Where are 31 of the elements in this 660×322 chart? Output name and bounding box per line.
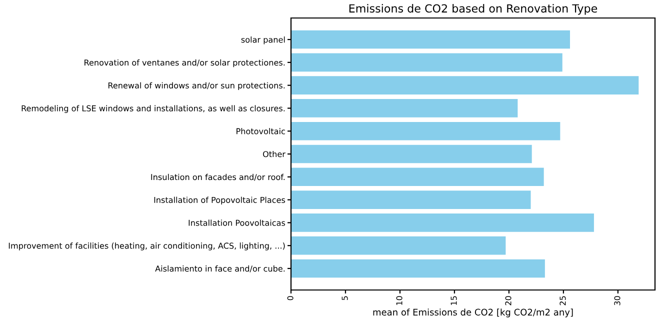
y-tick-label: Renovation of ventanes and/or solar protectiones. — [84, 59, 285, 68]
y-tick-label: Photovoltaic — [236, 128, 285, 134]
x-tick-label: 5 — [342, 296, 348, 300]
y-tick-label: Other — [263, 150, 286, 158]
y-tick-label: Remodeling of LSE windows and installations, as well as closures. — [22, 105, 285, 113]
y-tick-label: Installation Poovoltaicas — [188, 220, 286, 226]
y-tick-label: Improvement of facilities (heating, air conditioning, ACS, lighting, ...) — [8, 242, 285, 250]
y-tick-label: Insulation on facades and/or roof. — [151, 174, 285, 181]
y-tick-label: Renewal of windows and/or sun protections. — [108, 82, 285, 90]
x-tick-label: 25 — [560, 296, 566, 306]
bar — [291, 30, 570, 49]
bar — [291, 99, 518, 118]
x-tick-label: 10 — [396, 296, 402, 305]
bar — [291, 259, 545, 278]
bar — [291, 168, 544, 186]
bar — [291, 144, 532, 164]
y-tick-label: solar panel — [241, 36, 285, 44]
bar — [291, 53, 562, 72]
y-tick-label: Installation of Popovoltaic Places — [154, 196, 286, 205]
bar — [291, 122, 560, 140]
bar — [291, 190, 531, 209]
x-tick-label: 0 — [287, 296, 294, 300]
x-tick-label: 30 — [614, 296, 620, 306]
chart-title: Emissions de CO2 based on Renovation Type — [349, 4, 598, 15]
bar — [291, 76, 639, 94]
x-tick-label: 15 — [450, 296, 457, 305]
x-axis-title: mean of Emissions de CO2 [kg CO2/m2 any] — [373, 308, 573, 318]
bar — [291, 214, 594, 232]
x-tick-label: 20 — [505, 296, 512, 306]
y-tick-label: Aislamiento in face and/or cube. — [155, 265, 285, 272]
bar — [291, 236, 506, 255]
